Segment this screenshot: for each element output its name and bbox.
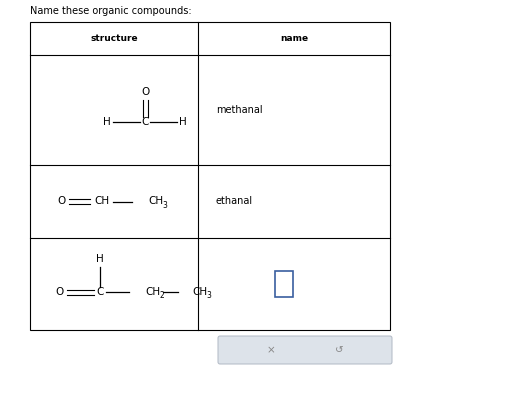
Text: 2: 2 [159,292,164,301]
Text: H: H [96,254,104,264]
Text: structure: structure [90,34,138,43]
Text: H: H [103,117,111,127]
Text: ×: × [267,345,275,355]
Text: CH: CH [148,196,163,206]
Text: C: C [142,117,149,127]
Text: O: O [56,287,64,297]
Text: CH: CH [192,287,207,297]
FancyBboxPatch shape [218,336,392,364]
Text: Name these organic compounds:: Name these organic compounds: [30,6,192,16]
Text: CH: CH [145,287,160,297]
Text: O: O [58,196,66,206]
Text: ethanal: ethanal [216,196,253,206]
Text: O: O [141,87,149,97]
Text: 3: 3 [162,201,167,210]
Text: H: H [179,117,187,127]
Text: methanal: methanal [216,105,263,115]
Text: 3: 3 [206,292,211,301]
Text: C: C [96,287,104,297]
Text: name: name [280,34,308,43]
Text: CH: CH [95,196,109,206]
Bar [30,22,390,330]
Text: ↺: ↺ [335,345,343,355]
Bar [275,271,293,297]
